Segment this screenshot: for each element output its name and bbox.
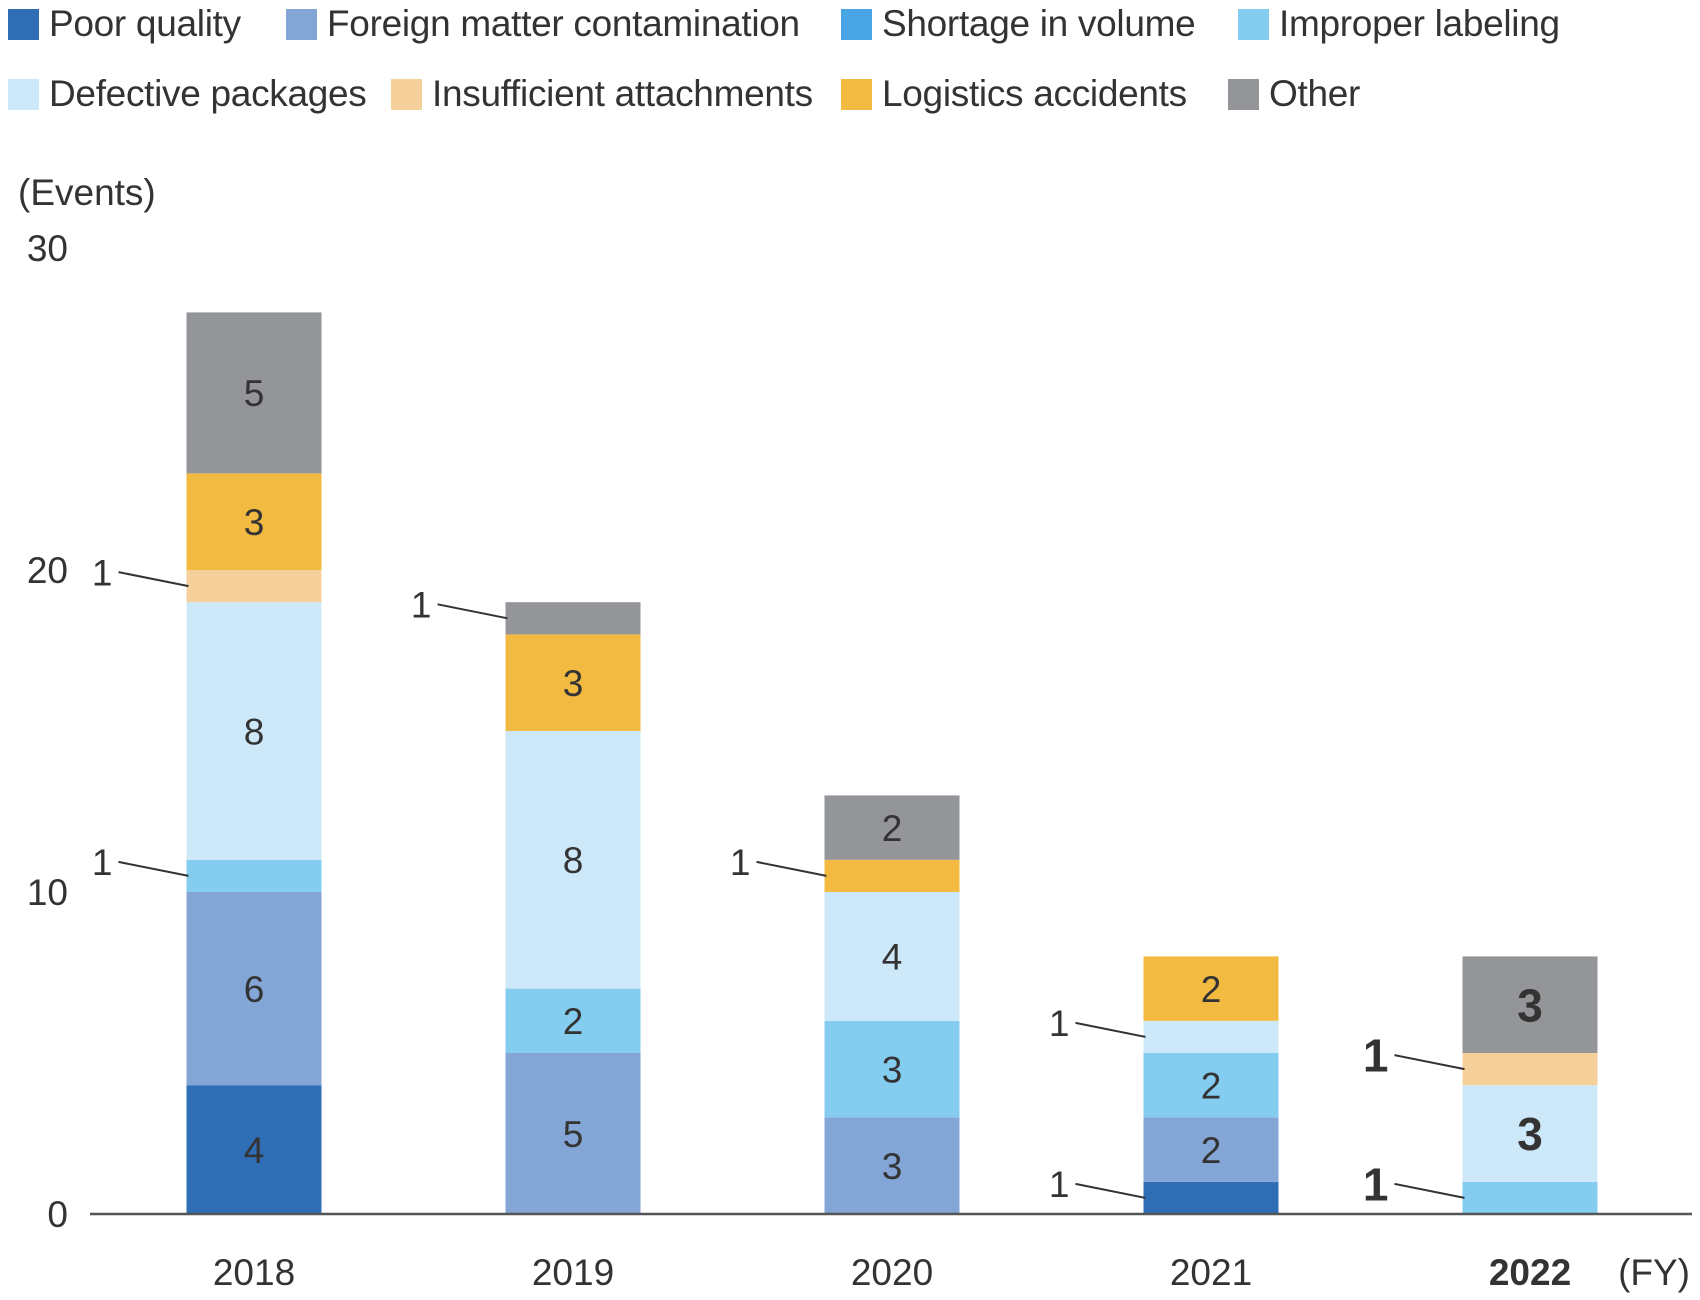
bar-segment (187, 570, 322, 602)
y-tick-label: 20 (27, 550, 68, 591)
x-tick-label: 2021 (1170, 1252, 1252, 1293)
data-label: 8 (244, 711, 265, 752)
leader-line (1076, 1023, 1146, 1037)
x-axis-label: (FY) (1618, 1252, 1690, 1293)
data-label: 1 (92, 552, 113, 593)
x-tick-label: 2020 (851, 1252, 933, 1293)
data-label: 6 (244, 969, 265, 1010)
data-label: 1 (92, 842, 113, 883)
data-label: 2 (1201, 1066, 1222, 1107)
x-tick-label: 2019 (532, 1252, 614, 1293)
data-label: 1 (1363, 1030, 1389, 1082)
bar-segment (1463, 1182, 1598, 1214)
data-label: 3 (882, 1146, 903, 1187)
data-label: 3 (563, 663, 584, 704)
data-label: 3 (882, 1049, 903, 1090)
data-label: 2 (1201, 1130, 1222, 1171)
leader-line (119, 862, 189, 876)
data-label: 1 (1363, 1158, 1389, 1210)
data-label: 1 (411, 585, 432, 626)
leader-line (1395, 1184, 1465, 1198)
bar-segment (187, 860, 322, 892)
leader-line (1395, 1055, 1465, 1069)
x-axis-ticks: 2018 2019 2020 2021 2022 (213, 1252, 1571, 1293)
bar-segment (1144, 1021, 1279, 1053)
data-label: 5 (563, 1114, 584, 1155)
y-axis-label: (Events) (18, 172, 156, 213)
data-label: 2 (563, 1001, 584, 1042)
x-tick-label: 2018 (213, 1252, 295, 1293)
data-label: 3 (1517, 979, 1543, 1031)
bar-segment (825, 860, 960, 892)
y-tick-label: 10 (27, 872, 68, 913)
leader-line (438, 604, 508, 618)
data-label: 1 (1049, 1164, 1070, 1205)
data-label: 3 (1517, 1108, 1543, 1160)
bar-segment (1144, 1182, 1279, 1214)
bar-segment (506, 602, 641, 634)
y-tick-label: 30 (27, 228, 68, 269)
y-tick-label: 0 (47, 1194, 68, 1235)
data-label: 1 (730, 842, 751, 883)
leader-line (119, 572, 189, 586)
data-label: 3 (244, 502, 265, 543)
stacked-bar-chart: 4 6 1 8 1 3 5 5 2 8 3 1 3 3 4 1 2 1 2 2 1 2 1 3 1 3 (Events) 0 10 2… (0, 0, 1700, 1300)
data-label: 8 (563, 840, 584, 881)
data-label: 4 (244, 1130, 265, 1171)
data-label: 4 (882, 937, 903, 978)
data-label: 1 (1049, 1003, 1070, 1044)
data-label: 2 (1201, 969, 1222, 1010)
x-tick-label: 2022 (1489, 1252, 1571, 1293)
y-axis-ticks: 0 10 20 30 (27, 228, 68, 1235)
data-label: 2 (882, 808, 903, 849)
leader-line (1076, 1184, 1146, 1198)
leader-line (757, 862, 827, 876)
bar-segment (1463, 1053, 1598, 1085)
data-label: 5 (244, 373, 265, 414)
